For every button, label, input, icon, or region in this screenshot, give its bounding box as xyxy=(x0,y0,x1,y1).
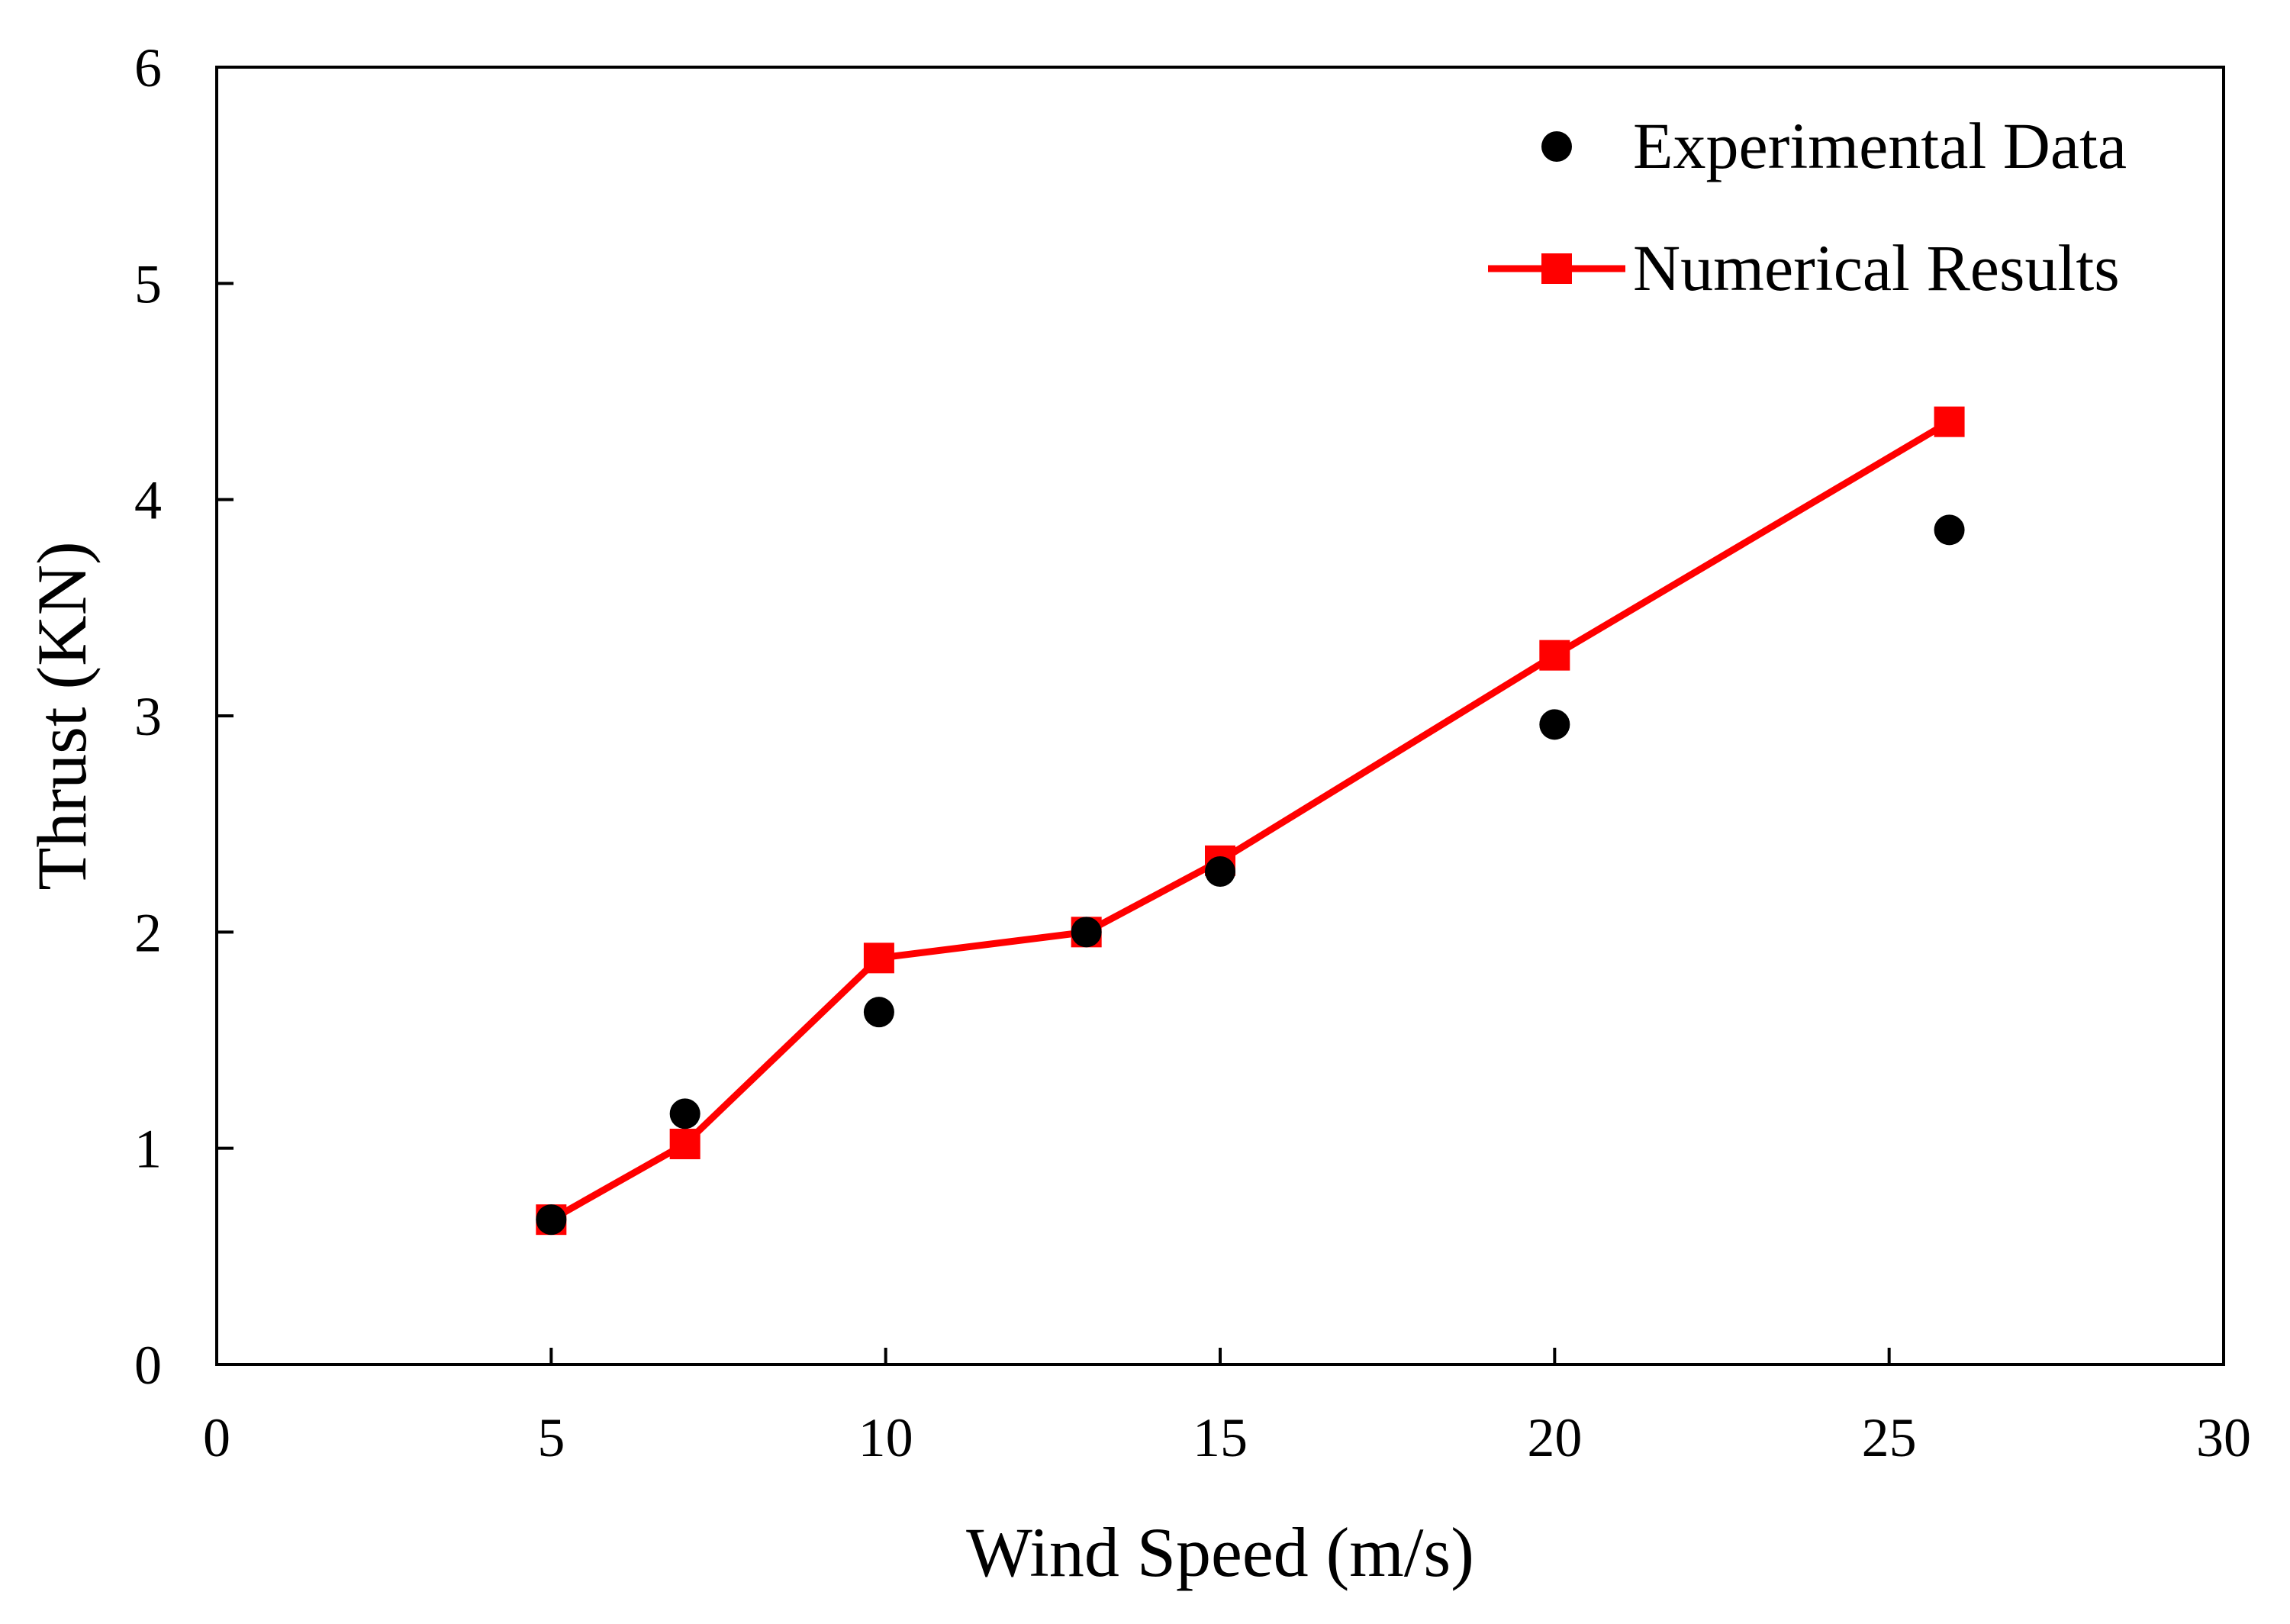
y-tick-label: 5 xyxy=(134,253,162,314)
x-tick-label: 15 xyxy=(1193,1407,1248,1468)
experimental-data-point xyxy=(1205,856,1235,887)
y-tick-label: 3 xyxy=(134,686,162,747)
legend: Experimental Data Numerical Results xyxy=(1488,109,2127,304)
numerical-results-point xyxy=(1539,640,1570,671)
y-axis-title: Thrust (KN) xyxy=(23,541,101,890)
legend-label-experimental-data: Experimental Data xyxy=(1633,109,2127,182)
x-axis-ticks: 0 5 10 15 20 25 30 xyxy=(203,1348,2251,1468)
x-tick-label: 25 xyxy=(1862,1407,1917,1468)
x-tick-label: 5 xyxy=(537,1407,565,1468)
experimental-data-point xyxy=(536,1204,567,1236)
experimental-data-point xyxy=(1934,514,1965,546)
x-tick-label: 30 xyxy=(2196,1407,2251,1468)
series-layer xyxy=(536,406,1965,1236)
numerical-results-point xyxy=(863,942,894,974)
legend-label-numerical-results: Numerical Results xyxy=(1633,231,2120,304)
experimental-data-point xyxy=(1071,917,1102,948)
y-tick-label: 2 xyxy=(134,902,162,963)
y-tick-label: 1 xyxy=(134,1119,162,1180)
y-tick-label: 6 xyxy=(134,37,162,98)
legend-marker-experimental-data xyxy=(1541,131,1572,162)
y-tick-label: 0 xyxy=(134,1335,162,1396)
x-tick-label: 20 xyxy=(1527,1407,1582,1468)
x-axis-title: Wind Speed (m/s) xyxy=(966,1513,1474,1591)
x-tick-label: 10 xyxy=(858,1407,913,1468)
numerical-results-point xyxy=(1934,406,1965,437)
y-axis-ticks: 0 1 2 3 4 5 6 xyxy=(134,37,234,1396)
experimental-data-point xyxy=(863,997,894,1028)
y-tick-label: 4 xyxy=(134,470,162,531)
legend-marker-numerical-results xyxy=(1541,253,1572,284)
numerical-results-point xyxy=(669,1129,701,1159)
x-tick-label: 0 xyxy=(203,1407,230,1468)
experimental-data-point xyxy=(1539,709,1570,740)
experimental-data-point xyxy=(669,1098,701,1129)
